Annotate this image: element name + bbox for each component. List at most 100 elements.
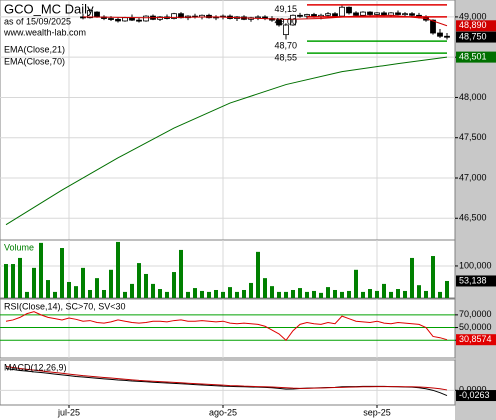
candle-body: [346, 6, 352, 14]
x-tick-label: ago-25: [209, 407, 237, 417]
volume-bar: [88, 289, 92, 298]
candle-body: [276, 19, 282, 26]
pane-frame: [0, 239, 456, 299]
y-tick-label: 47,500: [459, 132, 487, 142]
volume-bar: [235, 291, 239, 298]
pane-title: RSI(Close,14), SC>70, SV<30: [4, 301, 126, 311]
value-tag: [456, 51, 496, 63]
pane-title: Volume: [4, 242, 34, 252]
volume-bar: [123, 291, 127, 298]
value-tag: [456, 390, 496, 402]
series-line: [5, 366, 448, 391]
level-label: 48,70: [274, 40, 297, 50]
candle-body: [304, 14, 310, 17]
candle-body: [115, 18, 121, 22]
candle-body: [136, 19, 142, 22]
volume-bar: [396, 289, 400, 298]
candle-body: [402, 13, 408, 16]
volume-bar: [207, 291, 211, 298]
volume-bar: [284, 291, 288, 298]
volume-bar: [102, 289, 106, 298]
level-label: 49,15: [274, 4, 297, 14]
pane-title: MACD(12,26,9): [4, 362, 67, 372]
value-tag: [456, 20, 496, 32]
volume-bar: [4, 264, 8, 298]
candle-body: [395, 12, 401, 15]
candle-body: [283, 24, 289, 36]
volume-bar: [326, 287, 330, 298]
volume-bar: [193, 288, 197, 298]
candle-body: [409, 13, 415, 16]
series-line: [5, 368, 448, 397]
volume-bar: [109, 269, 113, 298]
volume-bar: [95, 278, 99, 298]
y-tick-label: 50,0000: [459, 322, 492, 332]
volume-bar: [256, 251, 260, 298]
source: www.wealth-lab.com: [3, 27, 86, 37]
volume-bar: [333, 289, 337, 298]
value-tag: [456, 275, 496, 287]
volume-bar: [445, 280, 449, 298]
volume-bar: [200, 290, 204, 298]
y-tick-label: 0,0000: [459, 385, 487, 395]
chart-title: GCO_MC Daily: [4, 1, 94, 16]
volume-bar: [179, 249, 183, 298]
candle-body: [290, 14, 296, 26]
volume-bar: [172, 272, 176, 298]
x-axis-strip: [0, 405, 455, 420]
y-tick-label: 70,0000: [459, 309, 492, 319]
candle-body: [108, 18, 114, 20]
volume-bar: [319, 292, 323, 298]
volume-bar: [389, 291, 393, 298]
candle-body: [360, 11, 366, 16]
volume-bar: [403, 290, 407, 298]
volume-bar: [263, 278, 267, 298]
level-label: 48,55: [274, 53, 297, 63]
candle-body: [171, 13, 177, 19]
candle-body: [255, 16, 261, 19]
volume-bar: [312, 290, 316, 298]
candle-body: [374, 12, 380, 15]
y-tick-label: 100,000: [459, 260, 492, 270]
candle-body: [129, 17, 135, 21]
value-tag-label: 30,8574: [459, 334, 492, 344]
pane-frame: [0, 298, 456, 359]
chart-subtitle: as of 15/09/2025: [4, 16, 71, 26]
volume-bar: [53, 291, 57, 298]
candle-body: [297, 14, 303, 17]
value-tag-label: 48,750: [459, 31, 487, 41]
volume-bar: [298, 288, 302, 298]
volume-bar: [67, 281, 71, 298]
volume-bar: [277, 291, 281, 298]
volume-bar: [361, 291, 365, 298]
volume-bar: [354, 269, 358, 298]
volume-bar: [375, 290, 379, 298]
volume-bar: [382, 283, 386, 298]
candle-body: [87, 10, 93, 19]
volume-bar: [130, 283, 134, 298]
volume-bar: [25, 291, 29, 298]
x-tick-label: sep-25: [363, 407, 391, 417]
y-tick-label: 46,500: [459, 213, 487, 223]
volume-bar: [347, 290, 351, 298]
candle-body: [143, 15, 149, 22]
volume-bar: [11, 264, 15, 298]
volume-bar: [151, 283, 155, 298]
candle-body: [444, 35, 450, 38]
volume-bar: [438, 291, 442, 298]
value-tag: [456, 334, 496, 346]
candle-body: [430, 19, 436, 34]
y-tick-label: 47,000: [459, 172, 487, 182]
indicator-line: [5, 311, 448, 341]
legend-entry: EMA(Close,70): [4, 56, 65, 66]
candle-body: [157, 16, 163, 20]
y-tick-label: 49,000: [459, 11, 487, 21]
volume-bar: [270, 286, 274, 298]
volume-bar: [60, 248, 64, 298]
candle-body: [353, 12, 359, 16]
volume-bar: [368, 289, 372, 298]
legend-entry: EMA(Close,21): [4, 44, 65, 54]
volume-bar: [228, 287, 232, 298]
value-tag-label: 48,501: [459, 51, 487, 61]
